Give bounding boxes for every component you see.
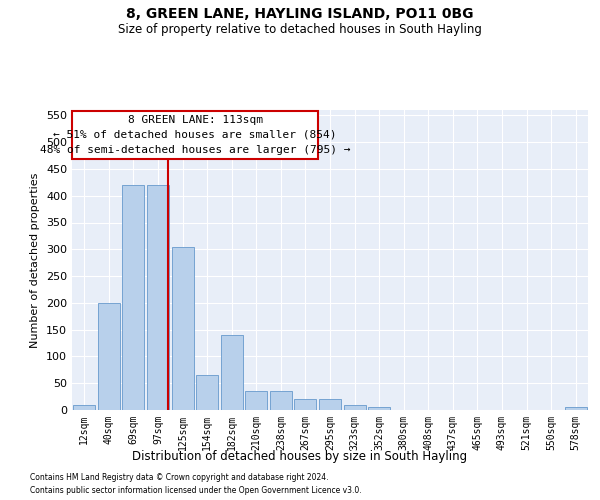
Bar — [245, 391, 268, 410]
Bar — [270, 391, 292, 410]
Text: Size of property relative to detached houses in South Hayling: Size of property relative to detached ho… — [118, 22, 482, 36]
Text: 8 GREEN LANE: 113sqm: 8 GREEN LANE: 113sqm — [128, 116, 263, 126]
Text: 48% of semi-detached houses are larger (795) →: 48% of semi-detached houses are larger (… — [40, 144, 350, 154]
Bar — [295, 400, 316, 410]
Bar — [172, 246, 194, 410]
Bar — [221, 335, 243, 410]
Bar — [73, 404, 95, 410]
Bar — [319, 400, 341, 410]
Text: Distribution of detached houses by size in South Hayling: Distribution of detached houses by size … — [133, 450, 467, 463]
Bar — [98, 303, 120, 410]
Bar — [196, 375, 218, 410]
Text: Contains HM Land Registry data © Crown copyright and database right 2024.: Contains HM Land Registry data © Crown c… — [30, 474, 329, 482]
Bar — [147, 185, 169, 410]
Bar — [565, 408, 587, 410]
Bar — [344, 404, 365, 410]
Text: ← 51% of detached houses are smaller (854): ← 51% of detached houses are smaller (85… — [53, 130, 337, 140]
Bar — [122, 185, 145, 410]
FancyBboxPatch shape — [73, 111, 318, 160]
Text: Contains public sector information licensed under the Open Government Licence v3: Contains public sector information licen… — [30, 486, 362, 495]
Bar — [368, 408, 390, 410]
Y-axis label: Number of detached properties: Number of detached properties — [31, 172, 40, 348]
Text: 8, GREEN LANE, HAYLING ISLAND, PO11 0BG: 8, GREEN LANE, HAYLING ISLAND, PO11 0BG — [126, 8, 474, 22]
